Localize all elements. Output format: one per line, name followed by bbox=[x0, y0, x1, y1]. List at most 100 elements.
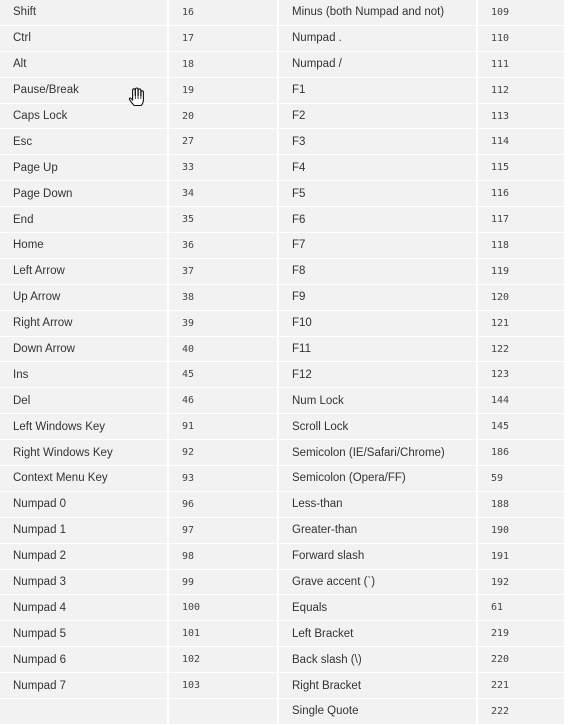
key-code-cell: 190 bbox=[478, 517, 564, 544]
key-name-cell: F9 bbox=[279, 284, 478, 311]
key-name-cell: Minus (both Numpad and not) bbox=[279, 0, 478, 26]
key-code-cell: 96 bbox=[169, 491, 279, 518]
key-code-cell: 113 bbox=[478, 103, 564, 130]
key-code-cell: 191 bbox=[478, 543, 564, 570]
key-code-cell: 112 bbox=[478, 77, 564, 104]
key-code-cell: 93 bbox=[169, 466, 279, 492]
table-row: Ins 45 F12 123 bbox=[0, 362, 564, 389]
key-name-cell: Numpad 4 bbox=[0, 595, 169, 622]
key-code-cell: 98 bbox=[169, 543, 279, 570]
key-name-cell: Right Arrow bbox=[0, 310, 169, 337]
key-name-cell: Right Windows Key bbox=[0, 440, 169, 467]
key-name-cell: Page Up bbox=[0, 155, 169, 182]
table-row: Ctrl 17 Numpad . 110 bbox=[0, 25, 564, 52]
key-code-cell: 120 bbox=[478, 284, 564, 311]
key-name-cell: F4 bbox=[279, 155, 478, 182]
key-code-cell: 115 bbox=[478, 155, 564, 182]
key-code-cell: 111 bbox=[478, 51, 564, 78]
key-name-cell: F11 bbox=[279, 336, 478, 363]
key-name-cell: Left Bracket bbox=[279, 621, 478, 648]
key-name-cell: Numpad 2 bbox=[0, 543, 169, 570]
key-name-cell: F12 bbox=[279, 362, 478, 389]
table-row: Right Windows Key 92 Semicolon (IE/Safari/… bbox=[0, 440, 564, 467]
table-row: Numpad 2 98 Forward slash 191 bbox=[0, 543, 564, 570]
key-name-cell: Grave accent (`) bbox=[279, 569, 478, 596]
key-name-cell: Semicolon (IE/Safari/Chrome) bbox=[279, 440, 478, 467]
key-name-cell: Ctrl bbox=[0, 25, 169, 52]
key-code-cell: 188 bbox=[478, 491, 564, 518]
key-name-cell: Greater-than bbox=[279, 517, 478, 544]
key-name-cell: Equals bbox=[279, 595, 478, 622]
key-name-cell: F6 bbox=[279, 207, 478, 234]
key-code-cell: 122 bbox=[478, 336, 564, 363]
key-code-cell: 20 bbox=[169, 103, 279, 130]
table-row: Single Quote 222 bbox=[0, 699, 564, 725]
key-name-cell: Forward slash bbox=[279, 543, 478, 570]
key-name-cell: Less-than bbox=[279, 491, 478, 518]
table-row: Numpad 7 103 Right Bracket 221 bbox=[0, 673, 564, 700]
key-code-cell: 119 bbox=[478, 258, 564, 285]
key-code-cell: 121 bbox=[478, 310, 564, 337]
key-code-cell: 92 bbox=[169, 440, 279, 467]
table-row: Numpad 4 100 Equals 61 bbox=[0, 595, 564, 622]
key-name-cell: Page Down bbox=[0, 181, 169, 208]
table-row: Del 46 Num Lock 144 bbox=[0, 388, 564, 415]
key-code-cell: 97 bbox=[169, 517, 279, 544]
table-row: Shift 16 Minus (both Numpad and not) 109 bbox=[0, 0, 564, 26]
key-name-cell: F10 bbox=[279, 310, 478, 337]
key-name-cell: Numpad 6 bbox=[0, 647, 169, 674]
key-code-cell: 186 bbox=[478, 440, 564, 467]
key-name-cell: Scroll Lock bbox=[279, 414, 478, 441]
key-code-cell: 100 bbox=[169, 595, 279, 622]
key-code-cell: 99 bbox=[169, 569, 279, 596]
key-code-cell: 219 bbox=[478, 621, 564, 648]
key-code-cell: 102 bbox=[169, 647, 279, 674]
key-code-cell: 38 bbox=[169, 284, 279, 311]
key-code-cell: 46 bbox=[169, 388, 279, 415]
key-code-cell: 59 bbox=[478, 466, 564, 492]
key-code-cell: 117 bbox=[478, 207, 564, 234]
table-row: Left Windows Key 91 Scroll Lock 145 bbox=[0, 414, 564, 441]
key-code-cell: 110 bbox=[478, 25, 564, 52]
key-code-cell: 103 bbox=[169, 673, 279, 700]
key-code-cell: 27 bbox=[169, 129, 279, 156]
key-code-cell: 91 bbox=[169, 414, 279, 441]
table-row: Context Menu Key 93 Semicolon (Opera/FF) 59 bbox=[0, 466, 564, 492]
table-row: Home 36 F7 118 bbox=[0, 233, 564, 259]
key-name-cell: F5 bbox=[279, 181, 478, 208]
key-code-cell: 220 bbox=[478, 647, 564, 674]
table-row: Numpad 0 96 Less-than 188 bbox=[0, 491, 564, 518]
table-row: Numpad 6 102 Back slash (\) 220 bbox=[0, 647, 564, 674]
key-code-cell: 37 bbox=[169, 258, 279, 285]
table-row: Esc 27 F3 114 bbox=[0, 129, 564, 156]
table-row: Up Arrow 38 F9 120 bbox=[0, 284, 564, 311]
key-name-cell: Numpad 0 bbox=[0, 491, 169, 518]
key-code-cell: 109 bbox=[478, 0, 564, 26]
key-name-cell: End bbox=[0, 207, 169, 234]
key-code-cell: 40 bbox=[169, 336, 279, 363]
key-name-cell: Home bbox=[0, 233, 169, 259]
key-name-cell: Caps Lock bbox=[0, 103, 169, 130]
key-name-cell: F2 bbox=[279, 103, 478, 130]
key-name-cell: Right Bracket bbox=[279, 673, 478, 700]
key-code-cell: 35 bbox=[169, 207, 279, 234]
table-row: Page Up 33 F4 115 bbox=[0, 155, 564, 182]
key-code-cell: 145 bbox=[478, 414, 564, 441]
table-row: Down Arrow 40 F11 122 bbox=[0, 336, 564, 363]
key-name-cell: F3 bbox=[279, 129, 478, 156]
table-row: Alt 18 Numpad /111 bbox=[0, 51, 564, 78]
key-code-cell: 16 bbox=[169, 0, 279, 26]
key-code-cell: 39 bbox=[169, 310, 279, 337]
key-name-cell: F1 bbox=[279, 77, 478, 104]
key-name-cell: Single Quote bbox=[279, 699, 478, 725]
key-code-cell: 221 bbox=[478, 673, 564, 700]
key-code-cell: 17 bbox=[169, 25, 279, 52]
table-row: End 35 F6 117 bbox=[0, 207, 564, 234]
key-name-cell: Left Windows Key bbox=[0, 414, 169, 441]
key-code-cell bbox=[169, 699, 279, 725]
table-row: Numpad 1 97 Greater-than 190 bbox=[0, 517, 564, 544]
table-row: Page Down 34 F5 116 bbox=[0, 181, 564, 208]
key-name-cell: Numpad 1 bbox=[0, 517, 169, 544]
hand-pointer-icon bbox=[128, 87, 144, 107]
